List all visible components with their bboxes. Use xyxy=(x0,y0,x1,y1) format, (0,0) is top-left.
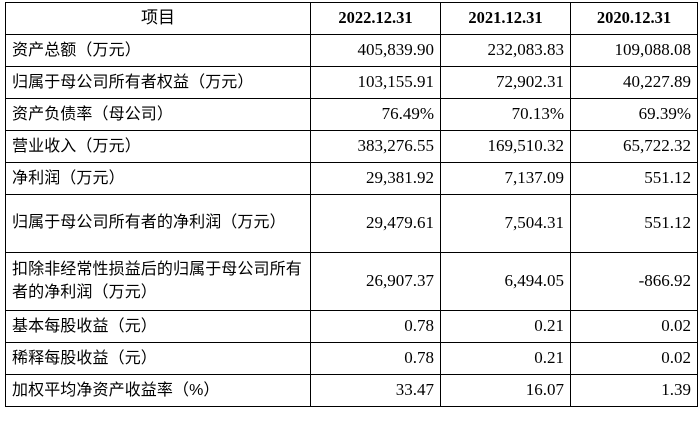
cell-2021: 169,510.32 xyxy=(440,130,571,163)
cell-2022: 29,381.92 xyxy=(310,162,441,195)
cell-2020: 0.02 xyxy=(570,342,698,375)
cell-2021: 6,494.05 xyxy=(440,252,571,311)
table-row: 扣除非经常性损益后的归属于母公司所有者的净利润（万元） 26,907.37 6,49… xyxy=(5,252,698,311)
cell-2021: 70.13% xyxy=(440,98,571,131)
row-label: 营业收入（万元） xyxy=(5,130,311,163)
cell-2021: 7,504.31 xyxy=(440,194,571,253)
cell-2020: 551.12 xyxy=(570,194,698,253)
cell-2022: 76.49% xyxy=(310,98,441,131)
table-row: 基本每股收益（元） 0.78 0.21 0.02 xyxy=(5,310,698,343)
cell-2020: 109,088.08 xyxy=(570,34,698,67)
row-label: 扣除非经常性损益后的归属于母公司所有者的净利润（万元） xyxy=(5,252,311,311)
table-row: 加权平均净资产收益率（%） 33.47 16.07 1.39 xyxy=(5,374,698,407)
table-row: 资产总额（万元） 405,839.90 232,083.83 109,088.08 xyxy=(5,34,698,67)
cell-2021: 16.07 xyxy=(440,374,571,407)
cell-2020: 551.12 xyxy=(570,162,698,195)
row-label: 加权平均净资产收益率（%） xyxy=(5,374,311,407)
financial-summary-table: 项目 2022.12.31 2021.12.31 2020.12.31 资产总额… xyxy=(5,2,698,407)
table-row: 稀释每股收益（元） 0.78 0.21 0.02 xyxy=(5,342,698,375)
row-label: 资产负债率（母公司） xyxy=(5,98,311,131)
cell-2022: 0.78 xyxy=(310,310,441,343)
table-row: 归属于母公司所有者的净利润（万元） 29,479.61 7,504.31 551.12 xyxy=(5,194,698,253)
cell-2022: 0.78 xyxy=(310,342,441,375)
cell-2022: 383,276.55 xyxy=(310,130,441,163)
cell-2021: 0.21 xyxy=(440,310,571,343)
cell-2022: 103,155.91 xyxy=(310,66,441,99)
table-row: 归属于母公司所有者权益（万元） 103,155.91 72,902.31 40,227… xyxy=(5,66,698,99)
cell-2022: 29,479.61 xyxy=(310,194,441,253)
table-row: 净利润（万元） 29,381.92 7,137.09 551.12 xyxy=(5,162,698,195)
table-header-row: 项目 2022.12.31 2021.12.31 2020.12.31 xyxy=(5,2,698,35)
cell-2021: 72,902.31 xyxy=(440,66,571,99)
column-header-2022: 2022.12.31 xyxy=(310,2,441,35)
row-label: 基本每股收益（元） xyxy=(5,310,311,343)
row-label: 稀释每股收益（元） xyxy=(5,342,311,375)
row-label: 资产总额（万元） xyxy=(5,34,311,67)
column-header-2021: 2021.12.31 xyxy=(440,2,571,35)
cell-2020: 1.39 xyxy=(570,374,698,407)
cell-2020: -866.92 xyxy=(570,252,698,311)
row-label: 归属于母公司所有者的净利润（万元） xyxy=(5,194,311,253)
table-body: 资产总额（万元） 405,839.90 232,083.83 109,088.08 归属… xyxy=(5,34,698,407)
row-label: 净利润（万元） xyxy=(5,162,311,195)
table-header: 项目 2022.12.31 2021.12.31 2020.12.31 xyxy=(5,2,698,35)
cell-2020: 40,227.89 xyxy=(570,66,698,99)
cell-2020: 69.39% xyxy=(570,98,698,131)
table-row: 营业收入（万元） 383,276.55 169,510.32 65,722.32 xyxy=(5,130,698,163)
cell-2020: 0.02 xyxy=(570,310,698,343)
cell-2021: 0.21 xyxy=(440,342,571,375)
cell-2022: 33.47 xyxy=(310,374,441,407)
cell-2022: 26,907.37 xyxy=(310,252,441,311)
column-header-2020: 2020.12.31 xyxy=(570,2,698,35)
cell-2020: 65,722.32 xyxy=(570,130,698,163)
cell-2021: 232,083.83 xyxy=(440,34,571,67)
cell-2021: 7,137.09 xyxy=(440,162,571,195)
column-header-item: 项目 xyxy=(5,2,311,35)
financial-summary-table-container: 项目 2022.12.31 2021.12.31 2020.12.31 资产总额… xyxy=(5,2,698,407)
table-row: 资产负债率（母公司） 76.49% 70.13% 69.39% xyxy=(5,98,698,131)
row-label: 归属于母公司所有者权益（万元） xyxy=(5,66,311,99)
cell-2022: 405,839.90 xyxy=(310,34,441,67)
